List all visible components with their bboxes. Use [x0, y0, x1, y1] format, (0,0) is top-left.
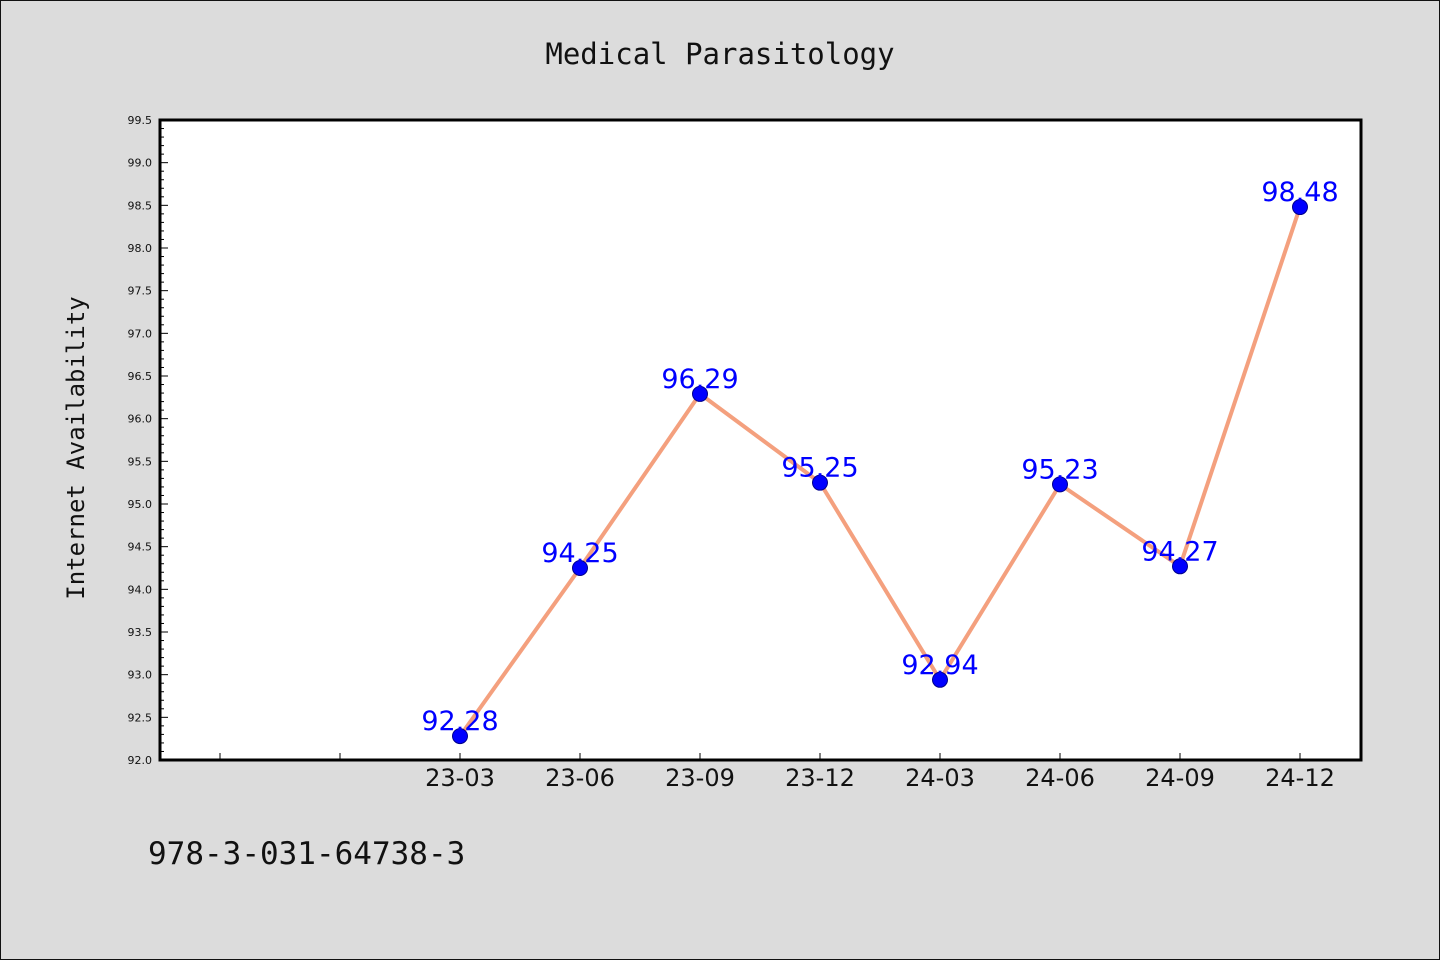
- data-point: [572, 560, 588, 576]
- data-point: [1172, 558, 1188, 575]
- data-label: 95.25: [781, 453, 858, 484]
- data-label: 92.28: [421, 706, 498, 737]
- isbn-text: 978-3-031-64738-3: [148, 836, 465, 872]
- y-tick-label: 92.0: [128, 754, 153, 767]
- data-point: [1052, 476, 1068, 493]
- y-tick-label: 99.0: [128, 157, 153, 170]
- data-label: 96.29: [661, 364, 738, 395]
- y-tick-label: 99.5: [128, 114, 153, 127]
- data-label: 94.27: [1141, 536, 1218, 567]
- x-tick-label: 24-03: [905, 764, 975, 792]
- x-tick-label: 23-03: [425, 764, 495, 792]
- chart-title: Medical Parasitology: [545, 37, 894, 71]
- x-tick-label: 23-12: [785, 764, 855, 792]
- series-group: [452, 199, 1308, 745]
- data-point: [812, 474, 828, 491]
- y-tick-label: 98.0: [128, 242, 153, 255]
- y-tick-label: 97.5: [128, 285, 153, 298]
- series-line: [458, 206, 1302, 738]
- data-point: [1292, 199, 1308, 216]
- y-tick-label: 94.0: [128, 583, 153, 596]
- y-tick-label: 92.5: [128, 711, 153, 724]
- x-tick-label: 24-09: [1145, 764, 1215, 792]
- y-axis: 92.0 92.5 93.0 93.5 94.0 94.5 95.0 95.5 96.0 96.5…: [128, 114, 168, 767]
- data-point: [932, 671, 948, 688]
- y-tick-label: 97.0: [128, 327, 153, 340]
- x-tick-label: 24-12: [1265, 764, 1335, 792]
- x-tick-label: 23-09: [665, 764, 735, 792]
- data-labels: 92.28 94.25 96.29 95.25 92.94 95.23 94.27 98.48: [421, 177, 1338, 737]
- y-tick-label: 93.5: [128, 626, 153, 639]
- y-tick-label: 94.5: [128, 541, 153, 554]
- data-label: 98.48: [1261, 177, 1338, 208]
- x-tick-label: 24-06: [1025, 764, 1095, 792]
- y-tick-label: 98.5: [128, 199, 153, 212]
- y-tick-label: 96.5: [128, 370, 153, 383]
- data-label: 92.94: [901, 650, 978, 681]
- data-point: [452, 728, 468, 745]
- x-axis: 23-03 23-06 23-09 23-12 24-03 24-06 24-09 24-12: [219, 753, 1335, 792]
- x-tick-label: 23-06: [545, 764, 615, 792]
- y-tick-label: 93.0: [128, 669, 153, 682]
- y-axis-label: Internet Availability: [62, 296, 90, 599]
- data-label: 95.23: [1021, 454, 1098, 485]
- data-point: [692, 385, 708, 402]
- y-tick-label: 96.0: [128, 413, 153, 426]
- data-label: 94.25: [541, 538, 618, 569]
- y-tick-label: 95.0: [128, 498, 153, 511]
- y-tick-label: 95.5: [128, 455, 153, 468]
